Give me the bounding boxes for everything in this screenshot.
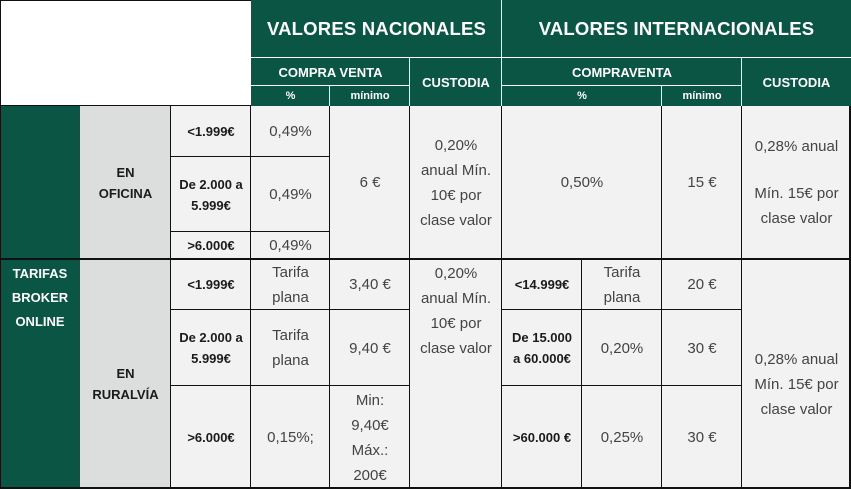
- section-label-en-oficina: EN OFICINA: [80, 106, 171, 259]
- border-right: [849, 106, 851, 489]
- border-left: [0, 0, 1, 489]
- oficina-pct-3: 0,49%: [251, 232, 330, 259]
- ruralvia-int-pct-3: 0,25%: [582, 386, 662, 489]
- ruralvia-custodia-internacional: 0,28% anual Mín. 15€ por clase valor: [742, 259, 851, 489]
- hline-ruralvia-1b: [502, 309, 742, 310]
- header-hline-86a: [251, 85, 410, 86]
- header-hline-86b: [502, 85, 742, 86]
- ruralvia-tramo-2: De 2.000 a 5.999€: [171, 310, 251, 386]
- oficina-pct-2: 0,49%: [251, 157, 330, 232]
- oficina-minimo: 6 €: [330, 106, 410, 259]
- row-label-tarifas-broker-online: TARIFAS BROKER ONLINE: [0, 106, 80, 489]
- header-compraventa: COMPRAVENTA: [502, 58, 742, 86]
- hline-ruralvia-2b: [502, 385, 742, 386]
- header-vline-330: [329, 86, 330, 106]
- hline-ruralvia-1a: [171, 309, 410, 310]
- ruralvia-int-tramo-1: <14.999€: [502, 259, 582, 310]
- header-valores-internacionales: VALORES INTERNACIONALES: [502, 0, 851, 58]
- header-pct-internacional: %: [502, 86, 662, 106]
- ruralvia-int-tramo-3: >60.000 €: [502, 386, 582, 489]
- oficina-custodia-internacional: 0,28% anual Mín. 15€ por clase valor: [742, 106, 851, 259]
- corner-blank: [0, 0, 251, 106]
- header-vline-662: [661, 86, 662, 106]
- ruralvia-minimo-2: 9,40 €: [330, 310, 410, 386]
- ruralvia-int-pct-1-text: Tarifa plana: [603, 263, 641, 306]
- header-minimo-internacional: mínimo: [662, 86, 742, 106]
- header-vline-502: [501, 0, 502, 106]
- oficina-tramo-3: >6.000€: [171, 232, 251, 259]
- hline-ruralvia-2a: [171, 385, 410, 386]
- header-custodia-nacional: CUSTODIA: [410, 58, 502, 106]
- header-pct-nacional: %: [251, 86, 330, 106]
- ruralvia-int-minimo-1: 20 €: [662, 259, 742, 310]
- vline-251: [250, 106, 251, 489]
- ruralvia-tramo-2-text: De 2.000 a 5.999€: [179, 330, 243, 366]
- oficina-custodia-nacional-text: 0,20% anual Mín. 10€ por clase valor: [420, 136, 492, 229]
- hline-oficina-2: [171, 231, 330, 232]
- vline-171: [170, 106, 171, 489]
- ruralvia-int-minimo-3: 30 €: [662, 386, 742, 489]
- oficina-internacional-minimo: 15 €: [662, 106, 742, 259]
- oficina-tramo-2-text: De 2.000 a 5.999€: [179, 176, 243, 213]
- vline-502: [501, 106, 502, 489]
- oficina-pct-1: 0,49%: [251, 106, 330, 157]
- header-custodia-internacional: CUSTODIA: [742, 58, 851, 106]
- ruralvia-custodia-internacional-text: 0,28% anual Mín. 15€ por clase valor: [754, 350, 839, 418]
- ruralvia-minimo-3-text: Min: 9,40€ Máx.: 200€: [351, 391, 389, 484]
- ruralvia-custodia-nacional: 0,20% anual Mín. 10€ por clase valor: [410, 259, 502, 489]
- tarifas-broker-online-text: TARIFAS BROKER ONLINE: [11, 265, 69, 329]
- ruralvia-pct-1-text: Tarifa plana: [272, 263, 309, 306]
- ruralvia-pct-2: Tarifa plana: [251, 310, 330, 386]
- ruralvia-int-minimo-2: 30 €: [662, 310, 742, 386]
- header-vline-742: [741, 58, 742, 106]
- vline-742: [741, 106, 742, 489]
- vline-410: [409, 106, 410, 489]
- ruralvia-minimo-1: 3,40 €: [330, 259, 410, 310]
- ruralvia-int-tramo-3-text: >60.000 €: [512, 430, 572, 445]
- header-minimo-nacional: mínimo: [330, 86, 410, 106]
- ruralvia-int-pct-2: 0,20%: [582, 310, 662, 386]
- oficina-internacional-pct: 0,50%: [502, 106, 662, 259]
- border-bottom: [0, 487, 851, 489]
- en-ruralvia-text: EN RURALVÍA: [92, 366, 159, 402]
- vline-662: [661, 106, 662, 489]
- ruralvia-pct-1: Tarifa plana: [251, 259, 330, 310]
- header-compra-venta: COMPRA VENTA: [251, 58, 410, 86]
- divider-sections: [0, 258, 851, 260]
- header-valores-nacionales: VALORES NACIONALES: [251, 0, 502, 58]
- ruralvia-pct-3: 0,15%;: [251, 386, 330, 489]
- vline-582: [581, 259, 582, 489]
- ruralvia-int-tramo-2: De 15.000 a 60.000€: [502, 310, 582, 386]
- ruralvia-int-tramo-2-text: De 15.000 a 60.000€: [512, 330, 572, 366]
- corner-bottom-border: [0, 105, 251, 106]
- ruralvia-tramo-3: >6.000€: [171, 386, 251, 489]
- vline-330: [329, 106, 330, 489]
- oficina-custodia-nacional: 0,20% anual Mín. 10€ por clase valor: [410, 106, 502, 259]
- en-oficina-text: EN OFICINA: [98, 164, 153, 201]
- ruralvia-custodia-nacional-text: 0,20% anual Mín. 10€ por clase valor: [420, 265, 492, 357]
- oficina-custodia-internacional-line2: Mín. 15€ por clase valor: [754, 185, 839, 227]
- oficina-custodia-internacional-line1: 0,28% anual: [754, 138, 839, 155]
- section-label-en-ruralvia: EN RURALVÍA: [80, 259, 171, 489]
- ruralvia-pct-2-text: Tarifa plana: [272, 327, 309, 369]
- header-hline-58: [251, 57, 851, 58]
- hline-oficina-1: [171, 156, 330, 157]
- header-vline-410: [409, 58, 410, 106]
- oficina-tramo-1: <1.999€: [171, 106, 251, 157]
- ruralvia-tramo-1: <1.999€: [171, 259, 251, 310]
- oficina-tramo-2: De 2.000 a 5.999€: [171, 157, 251, 232]
- ruralvia-int-pct-1: Tarifa plana: [582, 259, 662, 310]
- border-top: [0, 0, 251, 1]
- ruralvia-minimo-3: Min: 9,40€ Máx.: 200€: [330, 386, 410, 489]
